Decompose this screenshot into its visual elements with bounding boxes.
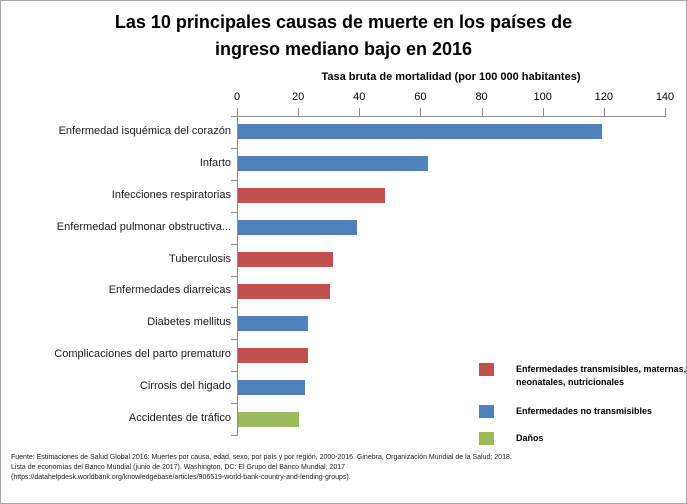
x-tick-label: 20 [292, 91, 305, 103]
category-label: Accidentes de tráfico [128, 412, 231, 425]
source-line-3: (https://datahelpdesk.worldbank.org/know… [11, 474, 351, 481]
category-label: Enfermedades diarreicas [108, 284, 231, 297]
x-tick-label: 140 [655, 91, 675, 103]
source-line-2: Lista de economías del Banco Mundial (ju… [11, 464, 345, 471]
x-tick-label: 120 [594, 91, 614, 103]
y-tick-mark [231, 116, 237, 117]
category-label: Tuberculosis [169, 252, 231, 265]
category-label: Enfermedad isquémica del corazón [58, 124, 231, 137]
bar-6 [238, 283, 330, 299]
legend-swatch [479, 363, 494, 376]
source-line-1: Fuente: Estimaciones de Salud Global 201… [11, 454, 512, 461]
legend-label: Daños [516, 433, 544, 443]
x-axis-line [237, 116, 666, 117]
legend-label: Enfermedades transmisibles, maternas, ne… [516, 364, 687, 387]
y-tick-mark [231, 403, 237, 405]
category-label: Infarto [199, 156, 231, 169]
x-tick-label: 40 [353, 91, 366, 103]
legend-item-1: Enfermedades transmisibles, maternas, ne… [479, 363, 687, 389]
legend-item-2: Enfermedades no transmisibles [479, 405, 686, 418]
x-tick-mark [237, 108, 238, 117]
legend-label: Enfermedades no transmisibles [516, 406, 653, 416]
bar-8 [238, 347, 309, 363]
chart-title: Las 10 principales causas de muerte en l… [114, 12, 573, 59]
x-tick-label: 80 [475, 91, 488, 103]
x-tick-mark [359, 108, 361, 117]
y-tick-mark [231, 339, 237, 341]
bar-4 [238, 220, 358, 236]
y-tick-mark [231, 147, 237, 149]
category-label: Complicaciones del parto prematuro [54, 348, 231, 361]
bar-9 [238, 379, 306, 395]
y-tick-mark [231, 243, 237, 245]
y-tick-mark [231, 307, 237, 309]
y-tick-mark [231, 211, 237, 213]
x-tick-mark [481, 108, 483, 117]
x-axis-title: Tasa bruta de mortalidad (por 100 000 ha… [321, 71, 581, 83]
x-tick-mark [603, 108, 605, 117]
y-axis-line [237, 116, 238, 436]
bar-1 [238, 124, 602, 140]
category-label: Enfermedad pulmonar obstructiva... [56, 220, 231, 233]
x-tick-mark [542, 108, 544, 117]
bar-3 [238, 188, 385, 204]
x-tick-mark [420, 108, 422, 117]
bar-2 [238, 156, 428, 172]
y-tick-mark [231, 435, 237, 436]
x-tick-label: 100 [533, 91, 552, 103]
legend-swatch [479, 432, 494, 445]
bar-5 [238, 252, 333, 268]
x-tick-mark [665, 108, 666, 117]
legend-item-3: Daños [479, 432, 686, 445]
y-tick-mark [231, 371, 237, 373]
category-label: Cirrosis del higado [139, 380, 231, 393]
x-tick-label: 0 [233, 91, 241, 103]
source-footer: Fuente: Estimaciones de Salud Global 201… [11, 453, 671, 483]
y-tick-mark [231, 179, 237, 181]
bar-10 [238, 411, 300, 427]
legend-swatch [479, 405, 494, 418]
bar-7 [238, 315, 309, 331]
x-tick-label: 60 [414, 91, 427, 103]
category-label: Infecciones respiratorias [111, 188, 231, 201]
x-tick-mark [298, 108, 300, 117]
category-label: Diabetes mellitus [147, 316, 231, 329]
y-tick-mark [231, 275, 237, 277]
